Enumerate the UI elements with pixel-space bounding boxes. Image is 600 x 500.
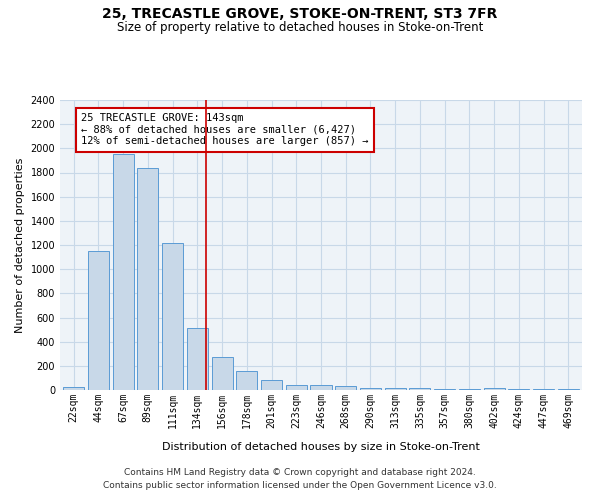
Text: Size of property relative to detached houses in Stoke-on-Trent: Size of property relative to detached ho… bbox=[117, 21, 483, 34]
Bar bbox=[409, 388, 430, 390]
Bar bbox=[162, 242, 183, 390]
Bar bbox=[484, 388, 505, 390]
Bar bbox=[434, 389, 455, 390]
Bar bbox=[113, 154, 134, 390]
Bar bbox=[187, 328, 208, 390]
Bar bbox=[459, 389, 480, 390]
Bar bbox=[137, 168, 158, 390]
Text: 25, TRECASTLE GROVE, STOKE-ON-TRENT, ST3 7FR: 25, TRECASTLE GROVE, STOKE-ON-TRENT, ST3… bbox=[103, 8, 497, 22]
Bar bbox=[261, 380, 282, 390]
Y-axis label: Number of detached properties: Number of detached properties bbox=[15, 158, 25, 332]
Bar bbox=[63, 387, 84, 390]
Bar bbox=[360, 388, 381, 390]
Bar bbox=[310, 385, 332, 390]
Bar bbox=[286, 384, 307, 390]
Bar bbox=[335, 386, 356, 390]
Bar bbox=[212, 358, 233, 390]
Bar bbox=[236, 372, 257, 390]
Bar bbox=[385, 388, 406, 390]
Text: Contains HM Land Registry data © Crown copyright and database right 2024.: Contains HM Land Registry data © Crown c… bbox=[124, 468, 476, 477]
Bar bbox=[88, 251, 109, 390]
Text: Contains public sector information licensed under the Open Government Licence v3: Contains public sector information licen… bbox=[103, 480, 497, 490]
Text: Distribution of detached houses by size in Stoke-on-Trent: Distribution of detached houses by size … bbox=[162, 442, 480, 452]
Text: 25 TRECASTLE GROVE: 143sqm
← 88% of detached houses are smaller (6,427)
12% of s: 25 TRECASTLE GROVE: 143sqm ← 88% of deta… bbox=[81, 114, 368, 146]
